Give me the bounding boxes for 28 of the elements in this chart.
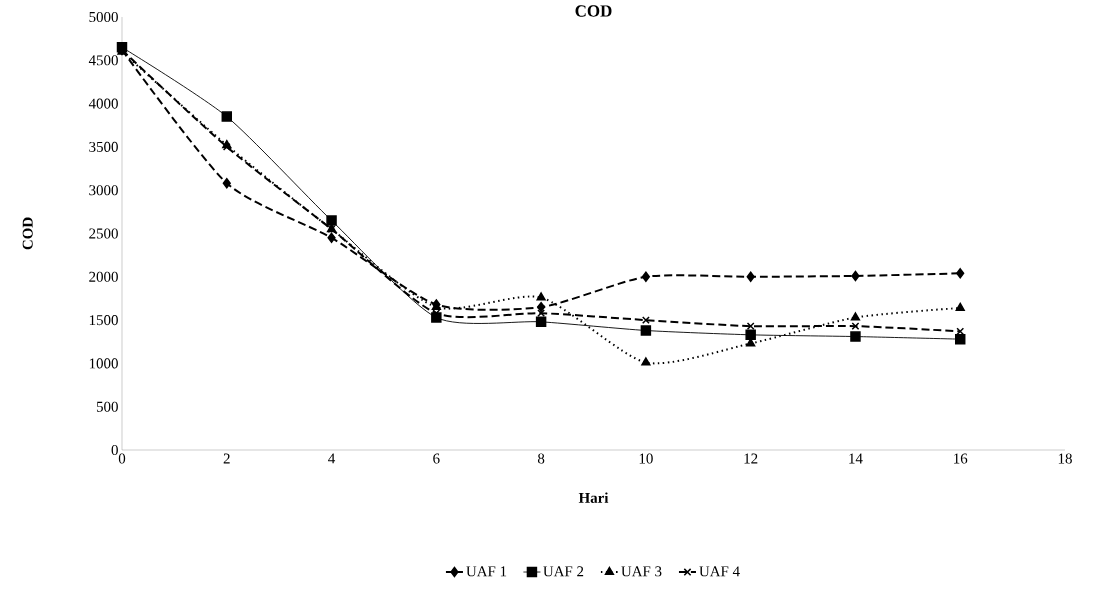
y-tick-label: 0 (111, 444, 118, 456)
y-tick-label: 4000 (88, 98, 118, 109)
y-tick-label: 3500 (89, 141, 118, 152)
y-tick-label: 2000 (89, 271, 118, 282)
y-tick-label: 5000 (89, 11, 118, 23)
y-axis-title: COD (22, 217, 33, 250)
x-tick-label: 8 (537, 453, 545, 464)
x-tick-label: 0 (118, 453, 126, 464)
y-tick-label: 4500 (88, 55, 118, 66)
y-tick-label: 1500 (89, 315, 118, 326)
chart-title: COD (575, 5, 612, 17)
y-tick-label: 500 (96, 401, 118, 412)
x-tick-label: 10 (639, 453, 653, 464)
legend-label: UAF 3 (621, 566, 662, 577)
legend-label: UAF 1 (466, 566, 507, 577)
x-tick-label: 4 (328, 453, 336, 464)
legend-label: UAF 2 (543, 566, 584, 577)
x-tick-label: 18 (1058, 453, 1072, 464)
x-tick-label: 12 (744, 453, 758, 464)
x-tick-label: 16 (954, 453, 968, 464)
x-tick-label: 14 (849, 453, 863, 464)
x-tick-label: 2 (223, 453, 230, 464)
y-tick-label: 1000 (89, 358, 118, 369)
legend-label: UAF 4 (699, 566, 740, 577)
x-tick-label: 6 (433, 453, 440, 464)
y-tick-label: 3000 (89, 185, 118, 196)
x-axis-title: Hari (578, 492, 609, 503)
y-tick-label: 2500 (89, 228, 118, 239)
